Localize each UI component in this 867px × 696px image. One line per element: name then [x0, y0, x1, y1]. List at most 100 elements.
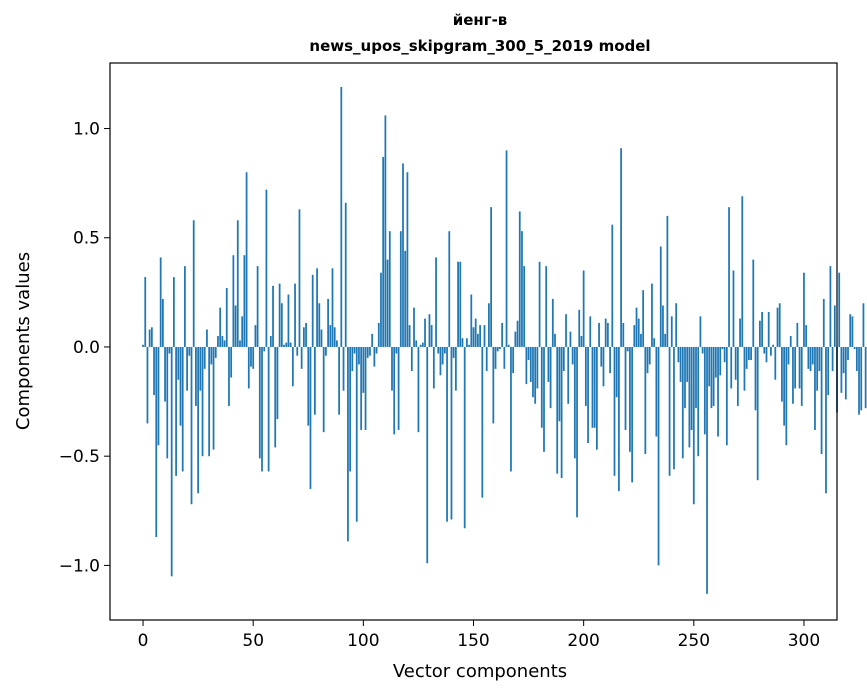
- chart-title-line2: news_upos_skipgram_300_5_2019 model: [309, 37, 650, 55]
- bar: [653, 338, 656, 347]
- bar: [763, 346, 766, 354]
- bar: [684, 346, 686, 409]
- bar: [827, 346, 830, 396]
- bar: [657, 346, 660, 566]
- bar: [525, 346, 528, 385]
- bar: [199, 346, 202, 391]
- bar: [252, 346, 255, 369]
- bar: [217, 336, 219, 347]
- bar: [210, 346, 213, 365]
- bar: [177, 346, 180, 380]
- bar: [399, 231, 402, 347]
- bar: [397, 346, 400, 430]
- bar: [549, 346, 552, 409]
- bar: [340, 87, 343, 347]
- bar: [686, 346, 689, 382]
- bar: [655, 346, 658, 437]
- bar: [613, 346, 616, 476]
- bar: [285, 342, 288, 347]
- bar: [168, 346, 171, 354]
- bar: [254, 325, 257, 347]
- bar: [483, 325, 486, 347]
- bar: [384, 115, 387, 347]
- bar: [276, 346, 279, 420]
- bar: [551, 298, 554, 347]
- bar: [862, 303, 865, 347]
- bar: [336, 340, 338, 347]
- bar: [814, 346, 816, 430]
- bar: [232, 255, 235, 347]
- y-tick-label: 0.0: [73, 338, 100, 358]
- bar: [419, 344, 422, 347]
- bar: [800, 346, 803, 406]
- bar: [723, 346, 726, 363]
- bar: [287, 294, 290, 347]
- bar: [245, 172, 248, 347]
- bar: [305, 322, 307, 347]
- bar: [527, 346, 530, 361]
- bar: [236, 220, 239, 347]
- y-tick-label: −0.5: [59, 447, 100, 467]
- bar: [479, 325, 481, 347]
- bar: [532, 346, 534, 398]
- bar: [371, 333, 374, 347]
- bar: [853, 346, 856, 350]
- x-tick-label: 250: [678, 631, 710, 651]
- bar: [745, 346, 748, 369]
- bar: [241, 316, 244, 347]
- bar: [624, 346, 627, 430]
- bar: [776, 307, 779, 347]
- bar: [811, 346, 814, 365]
- bar: [818, 346, 821, 371]
- bar: [457, 261, 459, 347]
- bar: [615, 346, 618, 398]
- bar: [664, 333, 667, 347]
- bar: [410, 346, 413, 371]
- bar: [770, 346, 772, 356]
- bar: [538, 261, 541, 347]
- y-tick-label: 1.0: [73, 120, 100, 140]
- y-tick-label: −1.0: [59, 556, 100, 576]
- bar: [565, 314, 567, 347]
- bar: [851, 316, 854, 347]
- bar: [468, 344, 470, 347]
- bar: [578, 309, 581, 347]
- bar: [816, 346, 819, 391]
- bar: [644, 346, 647, 454]
- bar: [181, 346, 184, 472]
- bar: [629, 346, 631, 452]
- y-axis-label: Components values: [13, 252, 34, 430]
- bar: [640, 333, 642, 347]
- bar: [441, 346, 444, 365]
- bar: [477, 333, 479, 347]
- bar: [668, 346, 671, 476]
- bar: [796, 322, 799, 347]
- bar: [472, 327, 475, 347]
- bar: [719, 346, 722, 376]
- bar: [485, 346, 488, 371]
- bar: [514, 331, 517, 347]
- bar: [635, 307, 638, 347]
- bar: [190, 346, 193, 505]
- bar: [296, 346, 299, 356]
- bar: [554, 333, 556, 347]
- bar: [223, 340, 226, 347]
- bar: [732, 270, 735, 347]
- bar: [858, 346, 860, 415]
- bar: [750, 346, 752, 361]
- bar: [503, 346, 506, 369]
- bar: [327, 298, 329, 347]
- bar: [490, 207, 492, 347]
- bar: [675, 303, 678, 347]
- bar: [662, 305, 664, 347]
- bar: [648, 346, 651, 365]
- bar: [536, 346, 539, 389]
- bar: [353, 346, 356, 354]
- bar: [582, 270, 585, 347]
- bar: [494, 346, 497, 369]
- bar: [622, 322, 625, 347]
- bar: [349, 346, 352, 472]
- bar: [611, 224, 614, 347]
- bar: [677, 346, 680, 363]
